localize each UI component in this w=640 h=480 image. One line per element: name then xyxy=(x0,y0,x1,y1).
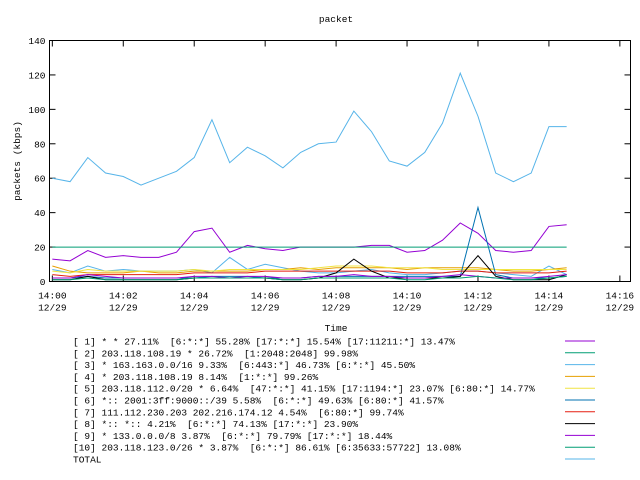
legend-label: [ 2] 203.118.108.19 * 26.72% [1:2048:204… xyxy=(73,348,358,359)
legend-label: [ 6] *:: 2001:3ff:9000::/39 5.58% [6:*:*… xyxy=(73,396,444,407)
x-tick-label: 14:04 12/29 xyxy=(180,291,209,314)
legend-label: [ 8] *:: *:: 4.21% [6:*:*] 74.13% [17:*:… xyxy=(73,419,358,430)
legend-label: [ 9] * 133.0.0.0/8 3.87% [6:*:*] 79.79% … xyxy=(73,431,393,442)
legend-label: [ 3] * 163.163.0.0/16 9.33% [6:443:*] 46… xyxy=(73,360,415,371)
x-tick-label: 14:08 12/29 xyxy=(322,291,351,314)
y-tick-label: 60 xyxy=(34,174,46,185)
series-line xyxy=(52,275,567,281)
chart-title: packet xyxy=(319,14,353,25)
y-tick-label: 0 xyxy=(40,277,46,288)
y-tick-label: 20 xyxy=(34,243,46,254)
y-tick-label: 140 xyxy=(28,36,45,47)
legend-label: [10] 203.118.123.0/26 * 3.87% [6:*:*] 86… xyxy=(73,443,461,454)
x-tick-label: 14:16 12/29 xyxy=(606,291,635,314)
series-line xyxy=(52,265,567,274)
x-axis-label: Time xyxy=(325,323,348,334)
y-tick-label: 80 xyxy=(34,139,46,150)
y-axis-label: packets (kbps) xyxy=(12,121,23,201)
series-line xyxy=(52,270,567,277)
legend-label: [ 1] * * 27.11% [6:*:*] 55.28% [17:*:*] … xyxy=(73,337,455,348)
y-tick-label: 40 xyxy=(34,208,46,219)
plot-frame xyxy=(49,40,631,282)
legend-label: [ 7] 111.112.230.203 202.216.174.12 4.54… xyxy=(73,407,404,418)
legend-label: TOTAL xyxy=(73,455,102,466)
x-tick-label: 14:00 12/29 xyxy=(38,291,67,314)
y-tick-label: 100 xyxy=(28,105,45,116)
x-tick-label: 14:06 12/29 xyxy=(251,291,280,314)
series-line xyxy=(52,71,567,186)
x-tick-label: 14:02 12/29 xyxy=(109,291,138,314)
x-tick-label: 14:14 12/29 xyxy=(535,291,564,314)
legend-label: [ 5] 203.118.112.0/20 * 6.64% [47:*:*] 4… xyxy=(73,384,535,395)
x-tick-label: 14:12 12/29 xyxy=(464,291,493,314)
y-tick-label: 120 xyxy=(28,70,45,81)
legend-label: [ 4] * 203.118.108.19 8.14% [1:*:*] 99.2… xyxy=(73,372,318,383)
x-tick-label: 14:10 12/29 xyxy=(393,291,422,314)
